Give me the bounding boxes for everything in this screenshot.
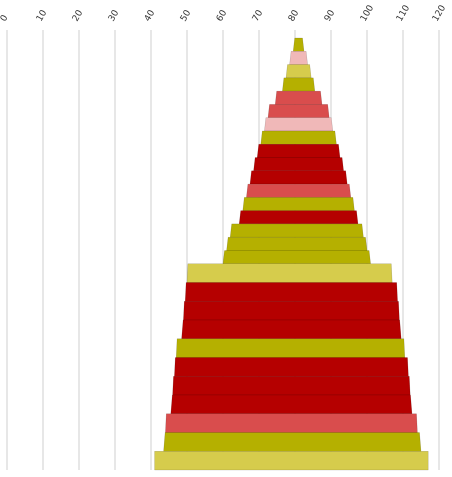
x-tick-label: 50	[179, 8, 194, 23]
funnel-bar-20	[183, 301, 400, 321]
x-tick-label: 80	[287, 8, 302, 23]
funnel-bar-14	[238, 210, 359, 225]
x-tick-label: 0	[0, 13, 11, 23]
funnel-bar-18	[186, 263, 393, 283]
x-tick-label: 70	[251, 8, 266, 23]
funnel-bar-27	[163, 432, 422, 452]
x-tick-label: 110	[395, 3, 412, 23]
funnel-bar-5	[274, 90, 323, 105]
x-tick-label: 100	[359, 3, 376, 23]
funnel-bar-13	[242, 197, 355, 211]
funnel-bar-23	[174, 357, 409, 377]
funnel-bar-28	[154, 451, 429, 471]
funnel-bar-12	[246, 183, 352, 198]
funnel-bar-4	[282, 77, 316, 92]
funnel-bar-10	[253, 157, 344, 172]
funnel-bar-3	[285, 64, 312, 79]
x-tick-label: 10	[35, 8, 50, 23]
funnel-bar-15	[229, 223, 364, 238]
funnel-bar-16	[226, 236, 368, 251]
funnel-bar-11	[249, 170, 348, 185]
funnel-bar-26	[165, 413, 418, 433]
x-tick-label: 40	[143, 8, 158, 23]
funnel-bars	[154, 37, 429, 471]
funnel-bar-2	[289, 51, 308, 65]
x-tick-label: 20	[71, 8, 86, 23]
funnel-bar-22	[175, 338, 406, 358]
x-tick-label: 120	[431, 3, 448, 23]
funnel-bar-7	[264, 117, 334, 132]
funnel-bar-8	[260, 130, 337, 145]
funnel-bar-19	[184, 282, 398, 302]
funnel-bar-21	[181, 319, 402, 340]
x-tick-label: 60	[215, 8, 230, 23]
x-tick-label: 30	[107, 8, 122, 23]
funnel-bar-6	[267, 104, 330, 118]
funnel-bar-24	[172, 376, 411, 396]
x-tick-label: 90	[323, 8, 338, 23]
funnel-bar-9	[256, 143, 341, 158]
funnel-bar-1	[292, 37, 305, 52]
funnel-bar-25	[170, 394, 413, 415]
x-axis-ticks: 0 10 20 30 40 50 60 70 80 90 100 110 120	[0, 3, 448, 23]
funnel-bar-17	[222, 250, 371, 265]
